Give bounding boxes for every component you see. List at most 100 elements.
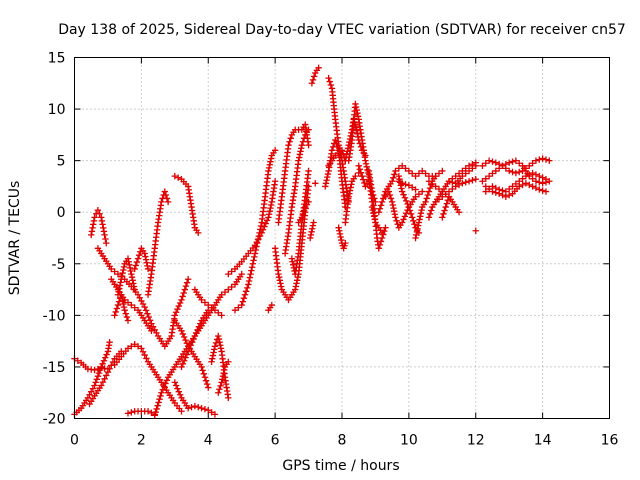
data-point: [157, 392, 164, 400]
data-point: [267, 204, 274, 212]
data-point: [198, 296, 205, 304]
data-point: [219, 376, 226, 383]
data-point: [439, 214, 446, 221]
data-point: [413, 231, 420, 239]
data-point: [245, 277, 253, 285]
data-point: [354, 130, 361, 138]
data-point: [128, 409, 135, 416]
data-point: [120, 303, 128, 311]
data-point: [409, 184, 416, 191]
data-point: [126, 264, 134, 272]
data-point: [268, 301, 275, 309]
data-point: [120, 300, 127, 308]
data-point: [406, 207, 414, 214]
data-point: [390, 204, 397, 212]
data-point: [332, 136, 339, 144]
data-point: [441, 207, 448, 214]
y-tick-label: -20: [43, 412, 66, 428]
y-tick-labels: -20 -15 -10 -5 0 5 10 15: [43, 51, 66, 428]
data-point: [293, 280, 300, 287]
data-point: [183, 279, 191, 286]
data-point: [184, 348, 192, 355]
data-point: [489, 188, 496, 195]
data-point: [131, 265, 138, 273]
data-point: [156, 395, 163, 403]
data-point: [266, 207, 273, 215]
data-point: [386, 191, 394, 199]
plot-frame: [74, 57, 610, 419]
data-point: [208, 409, 215, 416]
series-ao: [368, 203, 386, 237]
y-tick-label: 5: [57, 154, 66, 170]
data-point: [246, 274, 254, 281]
data-point: [492, 159, 500, 166]
data-point: [489, 170, 496, 177]
data-point: [96, 366, 104, 374]
data-point: [288, 255, 296, 262]
data-point: [526, 181, 533, 189]
data-point: [425, 188, 433, 195]
data-point: [425, 178, 433, 185]
data-point: [163, 377, 170, 384]
data-point: [482, 183, 489, 190]
data-point: [128, 301, 135, 309]
data-point: [106, 338, 113, 346]
x-tick-label: 10: [400, 433, 418, 449]
data-point: [134, 343, 142, 350]
data-point: [133, 258, 141, 266]
data-point: [175, 388, 183, 395]
data-point: [402, 165, 409, 172]
data-point: [174, 174, 182, 181]
data-point: [489, 158, 496, 165]
data-point: [134, 255, 142, 262]
data-point: [401, 194, 409, 201]
data-point: [95, 369, 103, 377]
data-point: [395, 178, 403, 185]
data-point: [178, 296, 185, 304]
x-tick-label: 8: [338, 433, 347, 449]
data-point: [195, 229, 202, 237]
data-point: [219, 373, 227, 380]
data-point: [277, 280, 284, 287]
data-point: [124, 345, 132, 352]
data-point: [509, 183, 516, 190]
data-point: [429, 180, 436, 188]
data-point: [298, 141, 306, 149]
data-point: [128, 273, 136, 281]
data-point: [509, 158, 516, 165]
data-point: [435, 185, 443, 193]
data-point: [238, 270, 245, 278]
series-v: [231, 147, 279, 314]
data-point: [492, 189, 500, 196]
data-point: [128, 343, 135, 350]
data-point: [388, 198, 396, 206]
data-point: [411, 221, 418, 228]
data-point: [263, 217, 271, 224]
data-point: [389, 201, 397, 209]
data-point: [118, 294, 126, 302]
data-point: [240, 294, 248, 302]
data-point: [96, 210, 103, 217]
data-point: [228, 283, 235, 291]
data-point: [352, 172, 359, 180]
data-point: [352, 103, 360, 111]
grid: [74, 57, 610, 419]
data-point: [432, 172, 439, 180]
data-point: [172, 309, 180, 316]
data-point: [522, 180, 530, 187]
data-point: [130, 280, 137, 287]
data-point: [499, 162, 506, 169]
data-point: [188, 403, 195, 411]
data-point: [208, 304, 215, 311]
data-point: [218, 379, 225, 386]
data-point: [215, 335, 223, 343]
series-h: [111, 291, 132, 324]
data-point: [459, 180, 466, 187]
data-point: [539, 155, 546, 162]
data-point: [286, 138, 293, 145]
series-aj: [342, 169, 366, 226]
data-point: [328, 147, 336, 154]
data-point: [285, 141, 292, 149]
data-point: [305, 126, 312, 133]
data-point: [505, 167, 513, 175]
